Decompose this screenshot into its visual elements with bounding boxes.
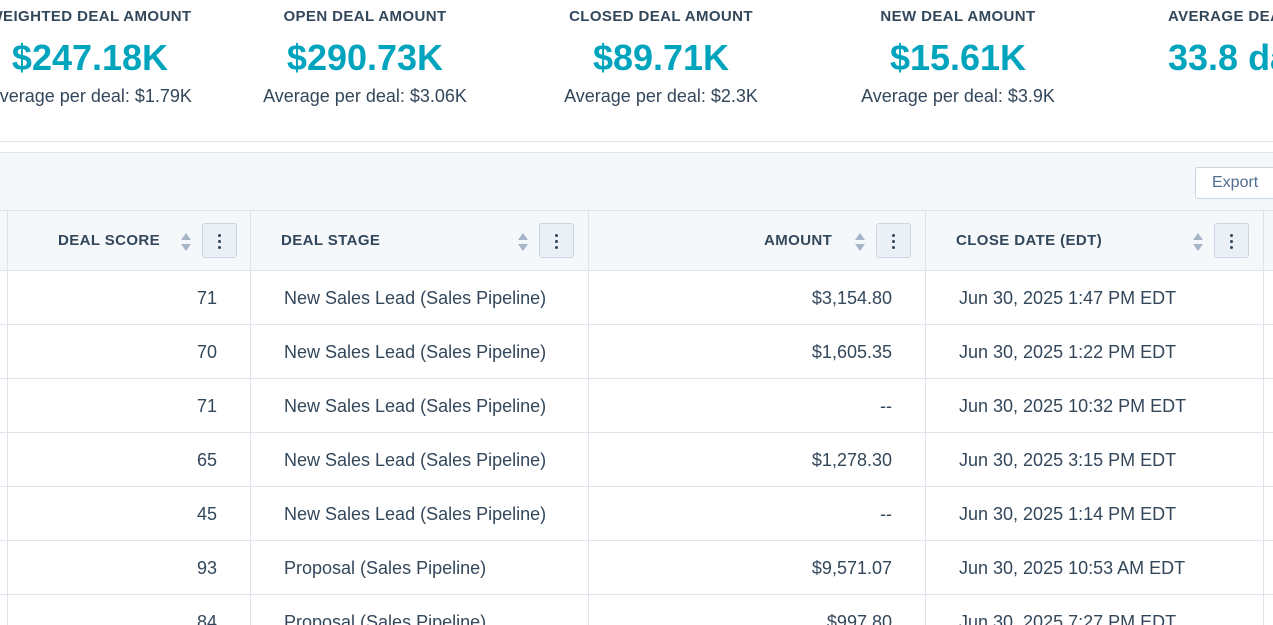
deal-stage-cell: New Sales Lead (Sales Pipeline) xyxy=(250,325,588,379)
deal-stage-cell: New Sales Lead (Sales Pipeline) xyxy=(250,433,588,487)
stat-average: Average per deal: $3.9K xyxy=(861,86,1055,106)
close-date-cell: Jun 30, 2025 3:15 PM EDT xyxy=(925,433,1263,487)
deal-stage-cell: New Sales Lead (Sales Pipeline) xyxy=(250,379,588,433)
table-toolbar: Export xyxy=(0,152,1273,210)
stat-value: $247.18K xyxy=(11,37,169,78)
column-label: CLOSE DATE (EDT) xyxy=(956,232,1103,249)
stat-average: Average per deal: $1.79K xyxy=(0,86,192,106)
amount-cell: $997.80 xyxy=(588,595,925,625)
stat-new-deal-amount: NEW DEAL AMOUNT $15.61K Average per deal… xyxy=(803,8,1113,108)
stat-average-deal-age: AVERAGE DEAL AGE 33.8 days xyxy=(1168,8,1273,84)
column-menu-button[interactable] xyxy=(1214,223,1249,258)
close-date-cell: Jun 30, 2025 7:27 PM EDT xyxy=(925,595,1263,625)
table-header: DEAL SCORE DEAL STAGE AMOUNT CLOSE DATE … xyxy=(0,210,1273,271)
sort-icon[interactable] xyxy=(854,231,866,253)
deal-stage-text: New Sales Lead (Sales Pipeline) xyxy=(284,450,547,470)
column-menu-button[interactable] xyxy=(876,223,911,258)
stat-closed-deal-amount: CLOSED DEAL AMOUNT $89.71K Average per d… xyxy=(506,8,816,108)
deal-score-cell: 71 xyxy=(7,379,250,433)
column-label: DEAL SCORE xyxy=(58,232,161,249)
column-menu-button[interactable] xyxy=(539,223,574,258)
deal-stage-text: New Sales Lead (Sales Pipeline) xyxy=(284,504,547,524)
stat-weighted-deal-amount: WEIGHTED DEAL AMOUNT $247.18K Average pe… xyxy=(0,8,245,108)
amount-cell: $1,605.35 xyxy=(588,325,925,379)
column-label: AMOUNT xyxy=(764,232,833,249)
deal-score-cell: 71 xyxy=(7,271,250,325)
table-row[interactable]: 93 Proposal (Sales Pipeline) $9,571.07 J… xyxy=(0,541,1273,595)
deal-score-cell: 45 xyxy=(7,487,250,541)
stat-value: $290.73K xyxy=(286,37,444,78)
stat-average: Average per deal: $3.06K xyxy=(263,86,467,106)
close-date-cell: Jun 30, 2025 10:53 AM EDT xyxy=(925,541,1263,595)
table-row[interactable]: 84 Proposal (Sales Pipeline) $997.80 Jun… xyxy=(0,595,1273,625)
amount-cell: $1,278.30 xyxy=(588,433,925,487)
sort-icon[interactable] xyxy=(180,231,192,253)
deal-stage-cell: New Sales Lead (Sales Pipeline) xyxy=(250,271,588,325)
stat-average: Average per deal: $2.3K xyxy=(564,86,758,106)
deal-score-cell: 84 xyxy=(7,595,250,625)
table-row[interactable]: 71 New Sales Lead (Sales Pipeline) -- Ju… xyxy=(0,379,1273,433)
amount-cell: $9,571.07 xyxy=(588,541,925,595)
table-row[interactable]: 71 New Sales Lead (Sales Pipeline) $3,15… xyxy=(0,271,1273,325)
next-column-cell xyxy=(1263,379,1273,433)
deal-stage-text: Proposal (Sales Pipeline) xyxy=(284,612,487,625)
stat-open-deal-amount: OPEN DEAL AMOUNT $290.73K Average per de… xyxy=(210,8,520,108)
sort-icon[interactable] xyxy=(517,231,529,253)
deal-stage-cell: Proposal (Sales Pipeline) xyxy=(250,541,588,595)
deal-score-cell: 93 xyxy=(7,541,250,595)
stat-label: WEIGHTED DEAL AMOUNT xyxy=(0,8,192,25)
table-row[interactable]: 65 New Sales Lead (Sales Pipeline) $1,27… xyxy=(0,433,1273,487)
deal-stage-text: New Sales Lead (Sales Pipeline) xyxy=(284,342,547,362)
deal-stage-cell: Proposal (Sales Pipeline) xyxy=(250,595,588,625)
table-row[interactable]: 45 New Sales Lead (Sales Pipeline) -- Ju… xyxy=(0,487,1273,541)
amount-cell: $3,154.80 xyxy=(588,271,925,325)
deal-stage-text: New Sales Lead (Sales Pipeline) xyxy=(284,288,547,308)
stat-label: OPEN DEAL AMOUNT xyxy=(283,8,447,25)
deal-summary-stats: WEIGHTED DEAL AMOUNT $247.18K Average pe… xyxy=(0,0,1273,142)
column-header-next xyxy=(1263,211,1273,271)
next-column-cell xyxy=(1263,595,1273,625)
close-date-cell: Jun 30, 2025 1:22 PM EDT xyxy=(925,325,1263,379)
stat-value: $15.61K xyxy=(889,37,1027,78)
next-column-cell xyxy=(1263,541,1273,595)
deal-score-cell: 70 xyxy=(7,325,250,379)
column-header-deal-stage[interactable]: DEAL STAGE xyxy=(250,211,588,271)
close-date-cell: Jun 30, 2025 1:14 PM EDT xyxy=(925,487,1263,541)
close-date-cell: Jun 30, 2025 1:47 PM EDT xyxy=(925,271,1263,325)
deal-stage-text: New Sales Lead (Sales Pipeline) xyxy=(284,396,547,416)
column-header-deal-score[interactable]: DEAL SCORE xyxy=(7,211,250,271)
stat-label: CLOSED DEAL AMOUNT xyxy=(569,8,753,25)
sort-icon[interactable] xyxy=(1192,231,1204,253)
deal-stage-text: Proposal (Sales Pipeline) xyxy=(284,558,487,578)
next-column-cell xyxy=(1263,271,1273,325)
amount-cell: -- xyxy=(588,379,925,433)
column-header-amount[interactable]: AMOUNT xyxy=(588,211,925,271)
export-button[interactable]: Export xyxy=(1195,167,1273,199)
close-date-cell: Jun 30, 2025 10:32 PM EDT xyxy=(925,379,1263,433)
deal-stage-cell: New Sales Lead (Sales Pipeline) xyxy=(250,487,588,541)
deal-score-cell: 65 xyxy=(7,433,250,487)
stat-label: NEW DEAL AMOUNT xyxy=(880,8,1036,25)
stat-label: AVERAGE DEAL AGE xyxy=(1168,8,1273,25)
stat-value: $89.71K xyxy=(592,37,730,78)
next-column-cell xyxy=(1263,325,1273,379)
column-label: DEAL STAGE xyxy=(281,232,381,249)
column-header-close-date[interactable]: CLOSE DATE (EDT) xyxy=(925,211,1263,271)
deals-table-body: 71 New Sales Lead (Sales Pipeline) $3,15… xyxy=(0,271,1273,625)
table-row[interactable]: 70 New Sales Lead (Sales Pipeline) $1,60… xyxy=(0,325,1273,379)
next-column-cell xyxy=(1263,433,1273,487)
next-column-cell xyxy=(1263,487,1273,541)
column-menu-button[interactable] xyxy=(202,223,237,258)
amount-cell: -- xyxy=(588,487,925,541)
stat-value: 33.8 days xyxy=(1168,37,1273,78)
